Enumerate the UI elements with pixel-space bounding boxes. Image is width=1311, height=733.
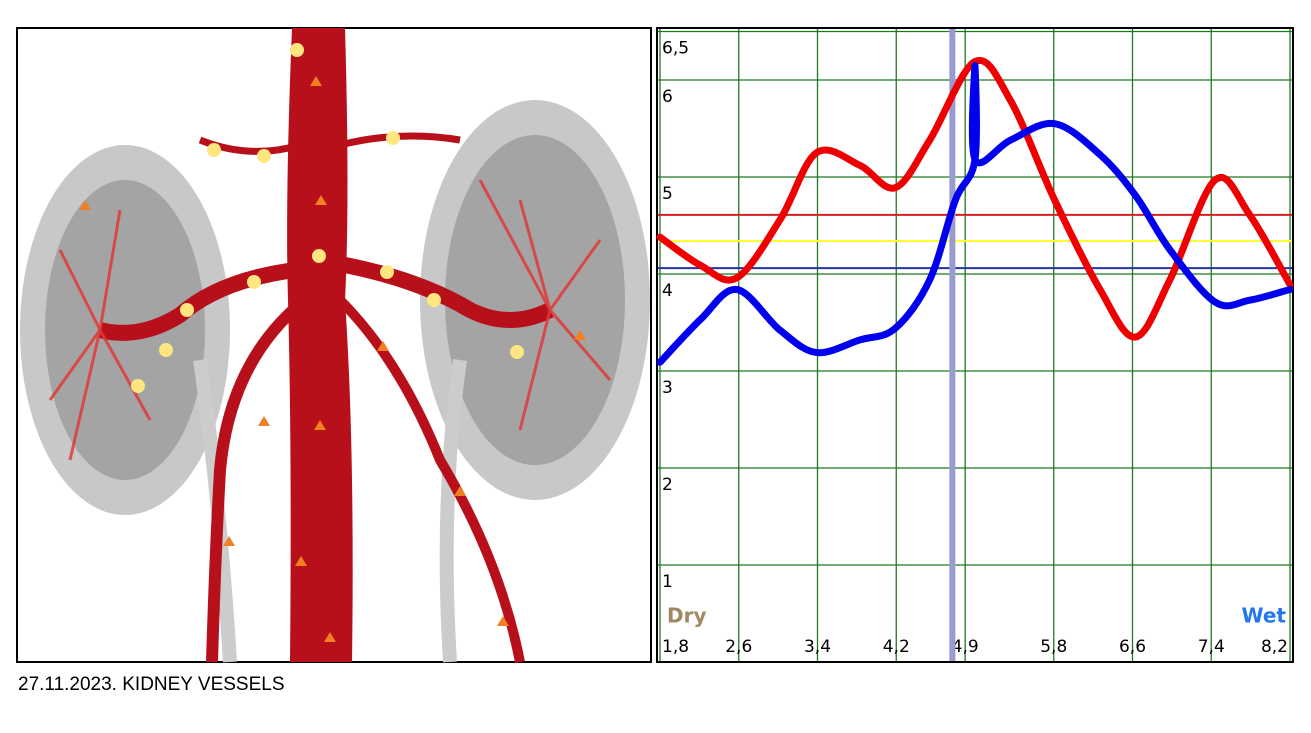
series-line: [656, 61, 1294, 366]
x-tick-label: 7,4: [1198, 637, 1225, 657]
y-tick-label: 6,5: [662, 39, 689, 59]
x-tick-label: 2,6: [725, 637, 752, 657]
series-line: [656, 56, 1294, 341]
y-tick-label: 2: [662, 475, 673, 495]
x-tick-label: 3,4: [804, 637, 831, 657]
x-tick-label: 4,2: [883, 637, 910, 657]
y-tick-label: 4: [662, 281, 673, 301]
x-tick-label: 1,8: [662, 637, 689, 657]
wet-label: Wet: [1242, 604, 1287, 628]
kidney-illustration: [16, 27, 652, 663]
chart: 1 2 3 4 5 6 6,5 1,8 2,6 3,4 4,2 4,9 5,8 6,6 7,4 8,2 Dry W…: [656, 27, 1294, 663]
y-tick-label: 5: [662, 184, 673, 204]
x-tick-label: 8,2: [1261, 637, 1288, 657]
x-tick-label: 6,6: [1119, 637, 1146, 657]
caption: 27.11.2023. KIDNEY VESSELS: [18, 674, 285, 695]
x-tick-label: 5,8: [1040, 637, 1067, 657]
dry-label: Dry: [667, 604, 707, 628]
screen: 1 2 3 4 5 6 6,5 1,8 2,6 3,4 4,2 4,9 5,8 6,6 7,4 8,2 Dry W…: [16, 27, 1294, 663]
y-tick-label: 6: [662, 87, 673, 107]
x-tick-label: 4,9: [952, 637, 979, 657]
y-tick-label: 3: [662, 378, 673, 398]
y-tick-label: 1: [662, 572, 673, 592]
